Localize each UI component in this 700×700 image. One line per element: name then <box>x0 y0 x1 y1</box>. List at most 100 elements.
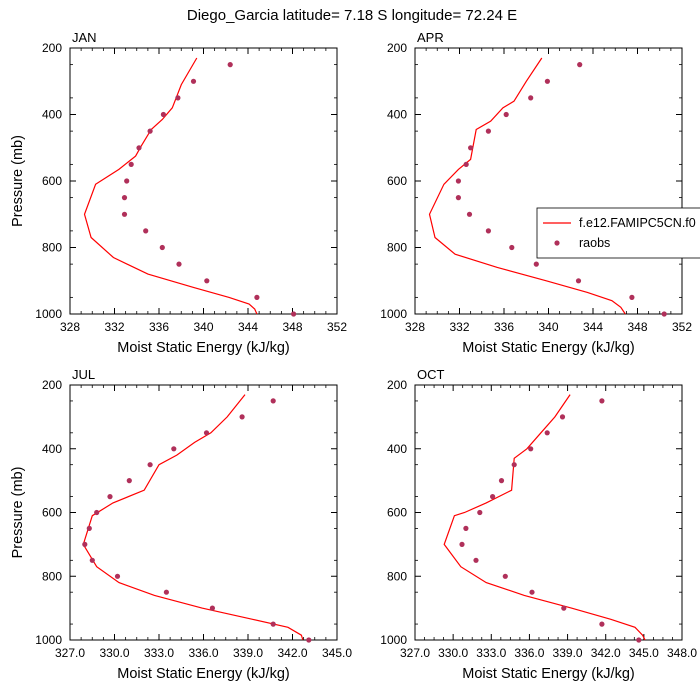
x-tick-label: 336 <box>494 320 514 334</box>
raobs-point <box>661 311 667 317</box>
raobs-point <box>126 478 132 484</box>
y-tick-label: 200 <box>387 378 407 392</box>
raobs-point <box>466 211 473 217</box>
panel-label: APR <box>417 30 444 45</box>
raobs-point <box>544 430 550 436</box>
panel-label: JUL <box>72 367 95 382</box>
raobs-point <box>498 478 505 484</box>
x-tick-label: 342.0 <box>591 646 621 660</box>
x-tick-label: 332 <box>104 320 124 334</box>
y-tick-label: 800 <box>42 241 62 255</box>
x-tick-label: 344 <box>238 320 258 334</box>
y-tick-label: 800 <box>387 241 407 255</box>
raobs-point <box>121 211 128 217</box>
raobs-point <box>485 228 491 234</box>
raobs-point <box>459 541 465 548</box>
x-axis-title: Moist Static Energy (kJ/kg) <box>462 666 634 682</box>
x-tick-label: 348 <box>627 320 647 334</box>
raobs-point <box>254 294 260 300</box>
model-line <box>83 57 258 315</box>
y-tick-label: 600 <box>387 174 407 188</box>
raobs-point <box>204 278 210 284</box>
y-tick-label: 200 <box>42 378 62 392</box>
raobs-point <box>94 509 100 516</box>
raobs-point <box>629 294 635 300</box>
legend-box <box>536 207 700 259</box>
x-tick-label: 333.0 <box>476 646 506 660</box>
raobs-point <box>528 446 534 452</box>
x-tick-label: 336.0 <box>188 646 218 660</box>
raobs-point <box>89 557 95 563</box>
raobs-point <box>485 128 491 134</box>
figure-title: Diego_Garcia latitude= 7.18 S longitude=… <box>187 7 517 24</box>
y-tick-label: 800 <box>42 569 62 583</box>
x-tick-label: 336 <box>149 320 169 334</box>
raobs-point <box>291 311 297 317</box>
legend: f.e12.FAMIPC5CN.f0 raobs <box>536 207 700 259</box>
raobs-point <box>190 78 197 84</box>
raobs-point <box>136 145 142 151</box>
raobs-point <box>455 195 461 201</box>
raobs-point <box>529 589 535 595</box>
x-tick-label: 339.0 <box>233 646 263 660</box>
x-tick-label: 345.0 <box>629 646 659 660</box>
raobs-point <box>270 621 276 627</box>
raobs-point <box>575 278 582 284</box>
legend-label-obs: raobs <box>579 236 610 250</box>
raobs-point <box>544 78 551 84</box>
x-tick-label: 328 <box>60 320 80 334</box>
y-tick-label: 600 <box>42 174 62 188</box>
raobs-point <box>455 178 461 184</box>
raobs-point <box>577 62 583 68</box>
x-tick-label: 336.0 <box>514 646 544 660</box>
raobs-point <box>503 111 509 118</box>
x-tick-label: 352 <box>672 320 692 334</box>
y-tick-label: 1000 <box>35 633 62 647</box>
y-tick-label: 400 <box>387 108 407 122</box>
y-tick-label: 400 <box>42 442 62 456</box>
y-tick-label: 1000 <box>380 633 407 647</box>
x-tick-label: 327.0 <box>400 646 430 660</box>
raobs-point <box>463 525 469 532</box>
raobs-point <box>490 494 496 500</box>
model-line <box>443 394 646 641</box>
raobs-point <box>528 95 534 101</box>
raobs-point <box>227 62 233 68</box>
y-tick-label: 200 <box>42 41 62 55</box>
raobs-point <box>533 261 539 267</box>
raobs-point <box>509 244 515 251</box>
raobs-point <box>599 621 605 627</box>
legend-label-model: f.e12.FAMIPC5CN.f0 <box>579 216 696 230</box>
y-axis-title: Pressure (mb) <box>10 467 26 559</box>
raobs-point <box>147 462 153 468</box>
raobs-point <box>160 111 166 118</box>
raobs-point <box>473 557 479 563</box>
x-tick-label: 340 <box>193 320 213 334</box>
raobs-point <box>143 228 149 234</box>
x-tick-label: 330.0 <box>438 646 468 660</box>
raobs-point <box>171 446 177 452</box>
raobs-point <box>107 494 113 500</box>
y-tick-label: 200 <box>387 41 407 55</box>
x-tick-label: 345.0 <box>322 646 352 660</box>
raobs-point <box>502 573 508 579</box>
raobs-point <box>175 95 181 101</box>
y-tick-label: 400 <box>42 108 62 122</box>
panel-label: OCT <box>417 367 445 382</box>
x-tick-label: 348.0 <box>667 646 697 660</box>
x-tick-label: 342.0 <box>277 646 307 660</box>
raobs-point <box>124 178 130 184</box>
x-tick-label: 333.0 <box>144 646 174 660</box>
y-tick-label: 1000 <box>35 307 62 321</box>
raobs-point <box>163 589 169 595</box>
raobs-point <box>511 462 517 468</box>
raobs-point <box>306 637 312 643</box>
x-tick-label: 344 <box>583 320 603 334</box>
